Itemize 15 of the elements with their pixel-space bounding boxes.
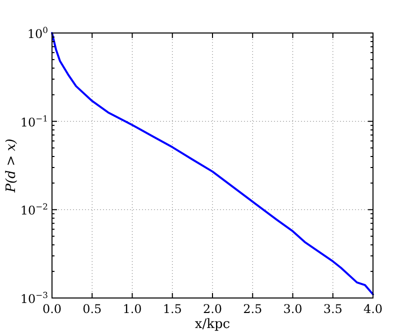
- x-tick-label: 0.0: [42, 302, 62, 316]
- x-tick-label: 1.0: [122, 302, 142, 316]
- y-axis-title: P(d > x): [4, 138, 19, 194]
- x-tick-label: 4.0: [363, 302, 383, 316]
- y-tick-label: 10$^{−2}$: [20, 202, 48, 218]
- x-tick-label: 2.5: [243, 302, 262, 316]
- line-series: [51, 32, 374, 296]
- x-axis-title: x/kpc: [194, 317, 230, 332]
- x-tick-label: 3.0: [283, 302, 302, 316]
- x-tick-label: 3.5: [323, 302, 342, 316]
- y-tick-label: 10$^{−1}$: [20, 113, 48, 130]
- x-tick-label: 0.5: [82, 302, 102, 316]
- x-tick-label: 2.0: [202, 302, 222, 316]
- y-tick-label: 10$^{0}$: [27, 25, 48, 41]
- x-tick-label: 1.5: [162, 302, 182, 316]
